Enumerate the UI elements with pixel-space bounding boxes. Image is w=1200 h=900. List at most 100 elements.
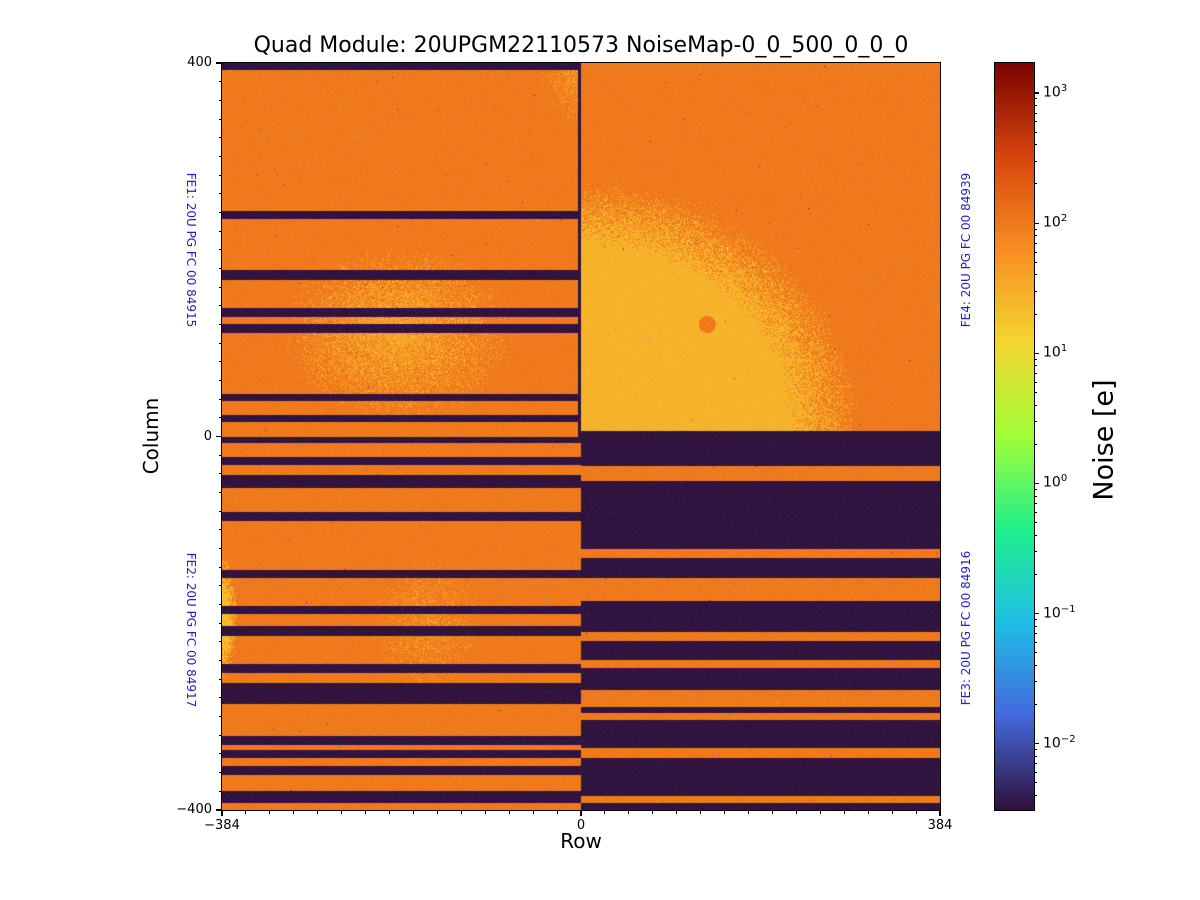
y-tick: [216, 62, 222, 64]
y-minor-tick: [218, 454, 222, 456]
x-minor-tick: [652, 810, 654, 814]
colorbar-minor-tick: [1034, 681, 1037, 683]
x-minor-tick: [700, 810, 702, 814]
colorbar-tick: [1034, 222, 1039, 224]
colorbar-minor-tick: [1034, 625, 1037, 627]
y-minor-tick: [218, 305, 222, 307]
y-minor-tick: [218, 323, 222, 325]
y-minor-tick: [218, 230, 222, 232]
noise-heatmap: [222, 63, 940, 810]
colorbar-minor-tick: [1034, 763, 1037, 765]
colorbar-minor-tick: [1034, 365, 1037, 367]
colorbar-minor-tick: [1034, 551, 1037, 553]
x-minor-tick: [245, 810, 247, 814]
x-minor-tick: [724, 810, 726, 814]
colorbar-minor-tick: [1034, 358, 1037, 360]
colorbar-tick-label: 101: [1043, 343, 1068, 361]
x-tick: [580, 810, 582, 816]
colorbar-tick: [1034, 613, 1039, 615]
plot-area: [221, 62, 941, 811]
y-minor-tick: [218, 548, 222, 550]
colorbar-tick: [1034, 482, 1039, 485]
colorbar-minor-tick: [1034, 251, 1037, 253]
x-minor-tick: [269, 810, 271, 814]
y-tick-label: 400: [187, 55, 212, 70]
colorbar-minor-tick: [1034, 121, 1037, 123]
colorbar-minor-tick: [1034, 488, 1037, 490]
colorbar-minor-tick: [1034, 511, 1037, 513]
colorbar-minor-tick: [1034, 391, 1037, 393]
colorbar-minor-tick: [1034, 443, 1037, 445]
y-minor-tick: [218, 99, 222, 101]
colorbar-minor-tick: [1034, 274, 1037, 276]
colorbar-tick-label: 10−2: [1043, 733, 1076, 752]
y-minor-tick: [218, 790, 222, 792]
x-axis-label: Row: [560, 829, 602, 853]
y-minor-tick: [218, 697, 222, 699]
colorbar: [994, 62, 1035, 811]
colorbar-minor-tick: [1034, 652, 1037, 654]
colorbar-minor-tick: [1034, 795, 1037, 797]
x-minor-tick: [365, 810, 367, 814]
y-minor-tick: [218, 510, 222, 512]
y-minor-tick: [218, 137, 222, 139]
colorbar-gradient: [995, 63, 1034, 810]
colorbar-minor-tick: [1034, 522, 1037, 524]
y-minor-tick: [218, 734, 222, 736]
x-minor-tick: [867, 810, 869, 814]
y-minor-tick: [218, 678, 222, 680]
colorbar-minor-tick: [1034, 782, 1037, 784]
x-minor-tick: [676, 810, 678, 814]
y-minor-tick: [218, 641, 222, 643]
x-minor-tick: [604, 810, 606, 814]
colorbar-minor-tick: [1034, 772, 1037, 774]
colorbar-minor-tick: [1034, 112, 1037, 114]
colorbar-minor-tick: [1034, 372, 1037, 374]
colorbar-tick: [1034, 743, 1039, 745]
colorbar-minor-tick: [1034, 573, 1037, 575]
y-minor-tick: [218, 417, 222, 419]
x-minor-tick: [915, 810, 917, 814]
y-minor-tick: [218, 604, 222, 606]
colorbar-minor-tick: [1034, 228, 1037, 230]
fe1-label: FE1: 20U PG FC 00 84915: [184, 172, 198, 328]
x-minor-tick: [412, 810, 414, 814]
y-minor-tick: [218, 566, 222, 568]
colorbar-minor-tick: [1034, 313, 1037, 315]
y-minor-tick: [218, 267, 222, 269]
y-minor-tick: [218, 622, 222, 624]
colorbar-minor-tick: [1034, 290, 1037, 292]
colorbar-minor-tick: [1034, 242, 1037, 244]
colorbar-minor-tick: [1034, 534, 1037, 536]
x-minor-tick: [556, 810, 558, 814]
colorbar-minor-tick: [1034, 160, 1037, 162]
x-tick: [221, 810, 223, 816]
colorbar-minor-tick: [1034, 503, 1037, 505]
y-minor-tick: [218, 211, 222, 213]
y-minor-tick: [218, 118, 222, 120]
colorbar-minor-tick: [1034, 105, 1037, 107]
x-minor-tick: [293, 810, 295, 814]
x-minor-tick: [508, 810, 510, 814]
colorbar-minor-tick: [1034, 664, 1037, 666]
fe3-label: FE3: 20U PG FC 00 84916: [959, 550, 973, 706]
x-minor-tick: [748, 810, 750, 814]
y-minor-tick: [218, 716, 222, 718]
colorbar-minor-tick: [1034, 131, 1037, 133]
colorbar-minor-tick: [1034, 144, 1037, 146]
x-minor-tick: [819, 810, 821, 814]
y-minor-tick: [218, 529, 222, 531]
x-minor-tick: [795, 810, 797, 814]
y-minor-tick: [218, 473, 222, 475]
x-tick-label: −384: [204, 818, 240, 833]
y-axis-label: Column: [139, 397, 163, 475]
y-minor-tick: [218, 193, 222, 195]
colorbar-minor-tick: [1034, 633, 1037, 635]
colorbar-minor-tick: [1034, 404, 1037, 406]
y-minor-tick: [218, 398, 222, 400]
x-minor-tick: [460, 810, 462, 814]
x-minor-tick: [771, 810, 773, 814]
colorbar-minor-tick: [1034, 235, 1037, 237]
colorbar-minor-tick: [1034, 755, 1037, 757]
